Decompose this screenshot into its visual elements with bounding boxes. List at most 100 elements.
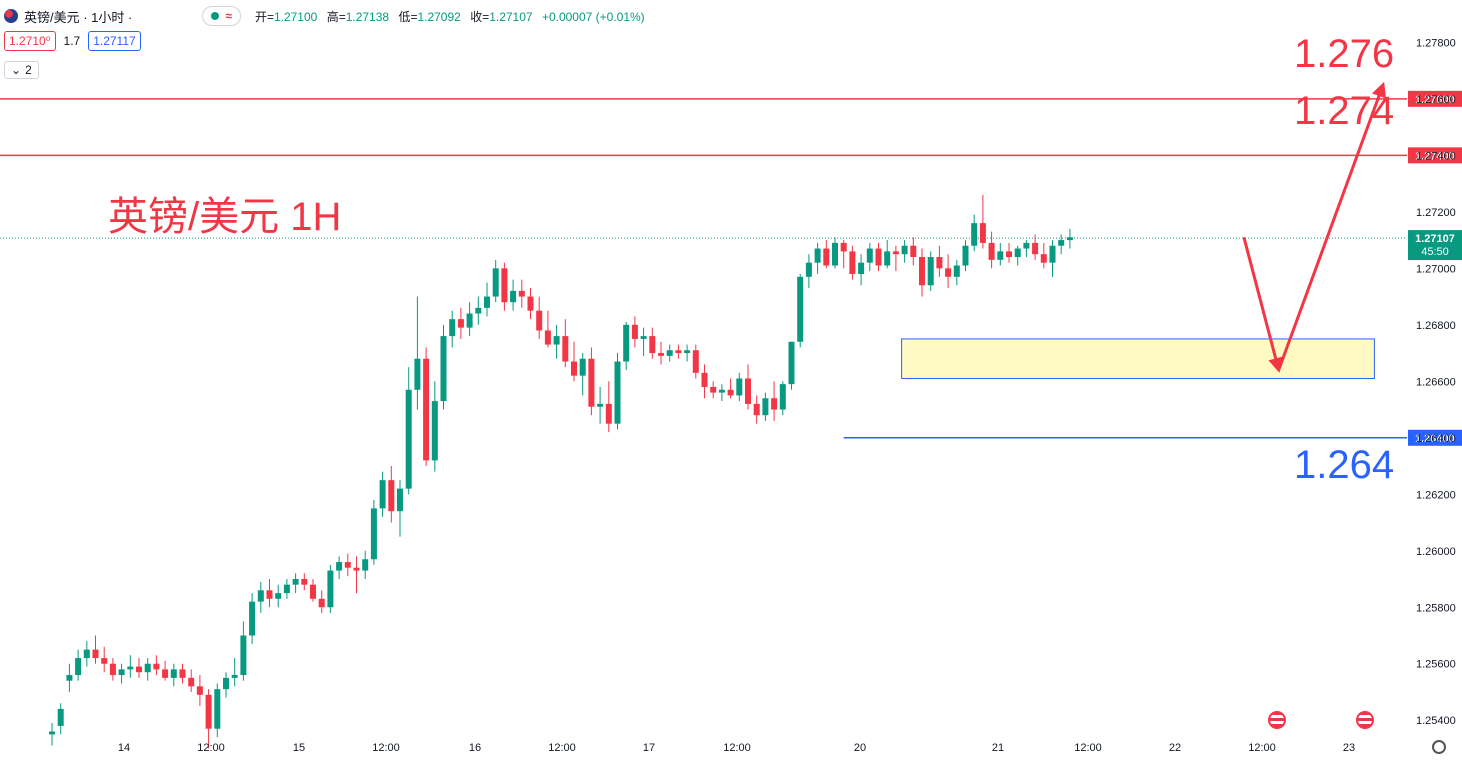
x-tick-label: 22 bbox=[1169, 742, 1181, 754]
level-label-mid: 1.274 bbox=[1294, 89, 1395, 133]
candle-body bbox=[710, 386, 717, 393]
approx-icon: ≈ bbox=[225, 9, 232, 23]
candle-body bbox=[1032, 242, 1039, 255]
candle-body bbox=[101, 658, 108, 664]
candle-body bbox=[753, 403, 760, 416]
candle-body bbox=[475, 307, 482, 314]
candle-body bbox=[1006, 251, 1012, 258]
candle-body bbox=[953, 265, 960, 277]
candle-body bbox=[666, 350, 673, 356]
candle-body bbox=[370, 508, 377, 560]
candle-body bbox=[327, 570, 334, 608]
support-zone bbox=[901, 338, 1375, 379]
candle-body bbox=[127, 666, 134, 670]
buy-price-button[interactable]: 1.27117 bbox=[88, 31, 141, 51]
candle-body bbox=[266, 590, 273, 599]
candle-body bbox=[223, 677, 229, 690]
y-tick-label: 1.26800 bbox=[1416, 320, 1456, 332]
candle-body bbox=[927, 257, 934, 286]
candle-body bbox=[457, 319, 464, 328]
candle-body bbox=[1049, 245, 1056, 263]
x-tick-label: 14 bbox=[118, 742, 130, 754]
y-tick-label: 1.25800 bbox=[1416, 602, 1456, 614]
market-status-pill[interactable]: ≈ bbox=[202, 6, 241, 26]
x-tick-label: 12:00 bbox=[1074, 742, 1102, 754]
candle-body bbox=[397, 488, 403, 512]
candle-body bbox=[771, 398, 778, 410]
quote-row: 1.2710⁰ 1.7 1.27117 bbox=[4, 31, 141, 51]
x-tick-label: 12:00 bbox=[723, 742, 751, 754]
candle-body bbox=[553, 336, 560, 345]
x-tick-label: 21 bbox=[992, 742, 1004, 754]
candle-body bbox=[501, 268, 508, 303]
candle-body bbox=[362, 559, 369, 571]
candle-body bbox=[649, 336, 656, 354]
x-tick-label: 16 bbox=[469, 742, 481, 754]
candle-body bbox=[544, 330, 551, 345]
candle-body bbox=[988, 242, 995, 260]
candle-body bbox=[353, 567, 360, 571]
chart-settings-icon[interactable] bbox=[1432, 740, 1446, 754]
candle-body bbox=[49, 731, 55, 735]
candle-body bbox=[179, 669, 186, 678]
x-tick-label: 23 bbox=[1343, 742, 1355, 754]
chart-header: 英镑/美元 · 1小时 · ≈ 开=1.27100 高=1.27138 低=1.… bbox=[4, 6, 645, 26]
symbol-title[interactable]: 英镑/美元 · 1小时 · bbox=[24, 9, 133, 25]
candle-body bbox=[205, 694, 212, 729]
x-tick-label: 15 bbox=[293, 742, 305, 754]
candle-body bbox=[292, 579, 299, 585]
candle-body bbox=[858, 262, 865, 274]
level-badge bbox=[1408, 90, 1462, 107]
candle-body bbox=[1023, 242, 1030, 249]
candle-body bbox=[814, 248, 821, 263]
uk-event-flag-icon[interactable] bbox=[1268, 711, 1286, 729]
candle-body bbox=[892, 251, 899, 255]
down-arrow bbox=[1242, 236, 1283, 373]
candle-body bbox=[736, 378, 743, 396]
candle-body bbox=[675, 350, 682, 354]
candle-body bbox=[849, 251, 856, 274]
spread-value: 1.7 bbox=[63, 34, 81, 48]
candle-body bbox=[788, 341, 795, 385]
y-tick-label: 1.26200 bbox=[1416, 489, 1456, 501]
candle-body bbox=[92, 649, 99, 659]
candle-body bbox=[231, 675, 238, 678]
level-badge-text: 1.26400 bbox=[1415, 433, 1455, 445]
candle-body bbox=[901, 245, 908, 255]
candle-body bbox=[196, 686, 203, 695]
us-event-flag-icon[interactable] bbox=[1356, 711, 1374, 729]
sell-price-button[interactable]: 1.2710⁰ bbox=[4, 31, 56, 51]
candle-body bbox=[318, 598, 325, 608]
level-badge-text: 1.27600 bbox=[1415, 94, 1455, 106]
level-label-lower: 1.264 bbox=[1294, 443, 1395, 487]
candle-body bbox=[275, 593, 282, 599]
candle-body bbox=[414, 358, 421, 390]
chart-annotation-title: 英镑/美元 1H bbox=[108, 195, 342, 239]
candle-body bbox=[692, 350, 699, 373]
x-tick-label: 20 bbox=[854, 742, 866, 754]
x-tick-label: 17 bbox=[643, 742, 655, 754]
candle-body bbox=[484, 296, 490, 308]
ohlc-readout: 开=1.27100 高=1.27138 低=1.27092 收=1.27107 … bbox=[254, 9, 645, 24]
indicator-collapse-button[interactable]: ⌄ 2 bbox=[4, 61, 39, 79]
candle-body bbox=[866, 248, 873, 263]
current-price-text: 1.27107 bbox=[1415, 233, 1455, 245]
candle-body bbox=[466, 313, 473, 328]
candle-body bbox=[579, 358, 586, 376]
candle-body bbox=[640, 336, 647, 339]
candle-body bbox=[1014, 248, 1021, 258]
y-tick-label: 1.27200 bbox=[1416, 207, 1456, 219]
candle-body bbox=[431, 401, 438, 461]
up-arrow bbox=[1277, 81, 1387, 371]
candle-body bbox=[1058, 240, 1065, 246]
candle-body bbox=[605, 403, 612, 424]
candle-body bbox=[162, 669, 169, 678]
candle-body bbox=[979, 223, 986, 243]
candle-body bbox=[449, 319, 456, 337]
candle-body bbox=[405, 389, 412, 489]
y-tick-label: 1.27800 bbox=[1416, 37, 1456, 49]
y-tick-label: 1.27400 bbox=[1416, 150, 1456, 162]
chevron-down-icon: ⌄ bbox=[11, 63, 22, 77]
y-tick-label: 1.26600 bbox=[1416, 376, 1456, 388]
